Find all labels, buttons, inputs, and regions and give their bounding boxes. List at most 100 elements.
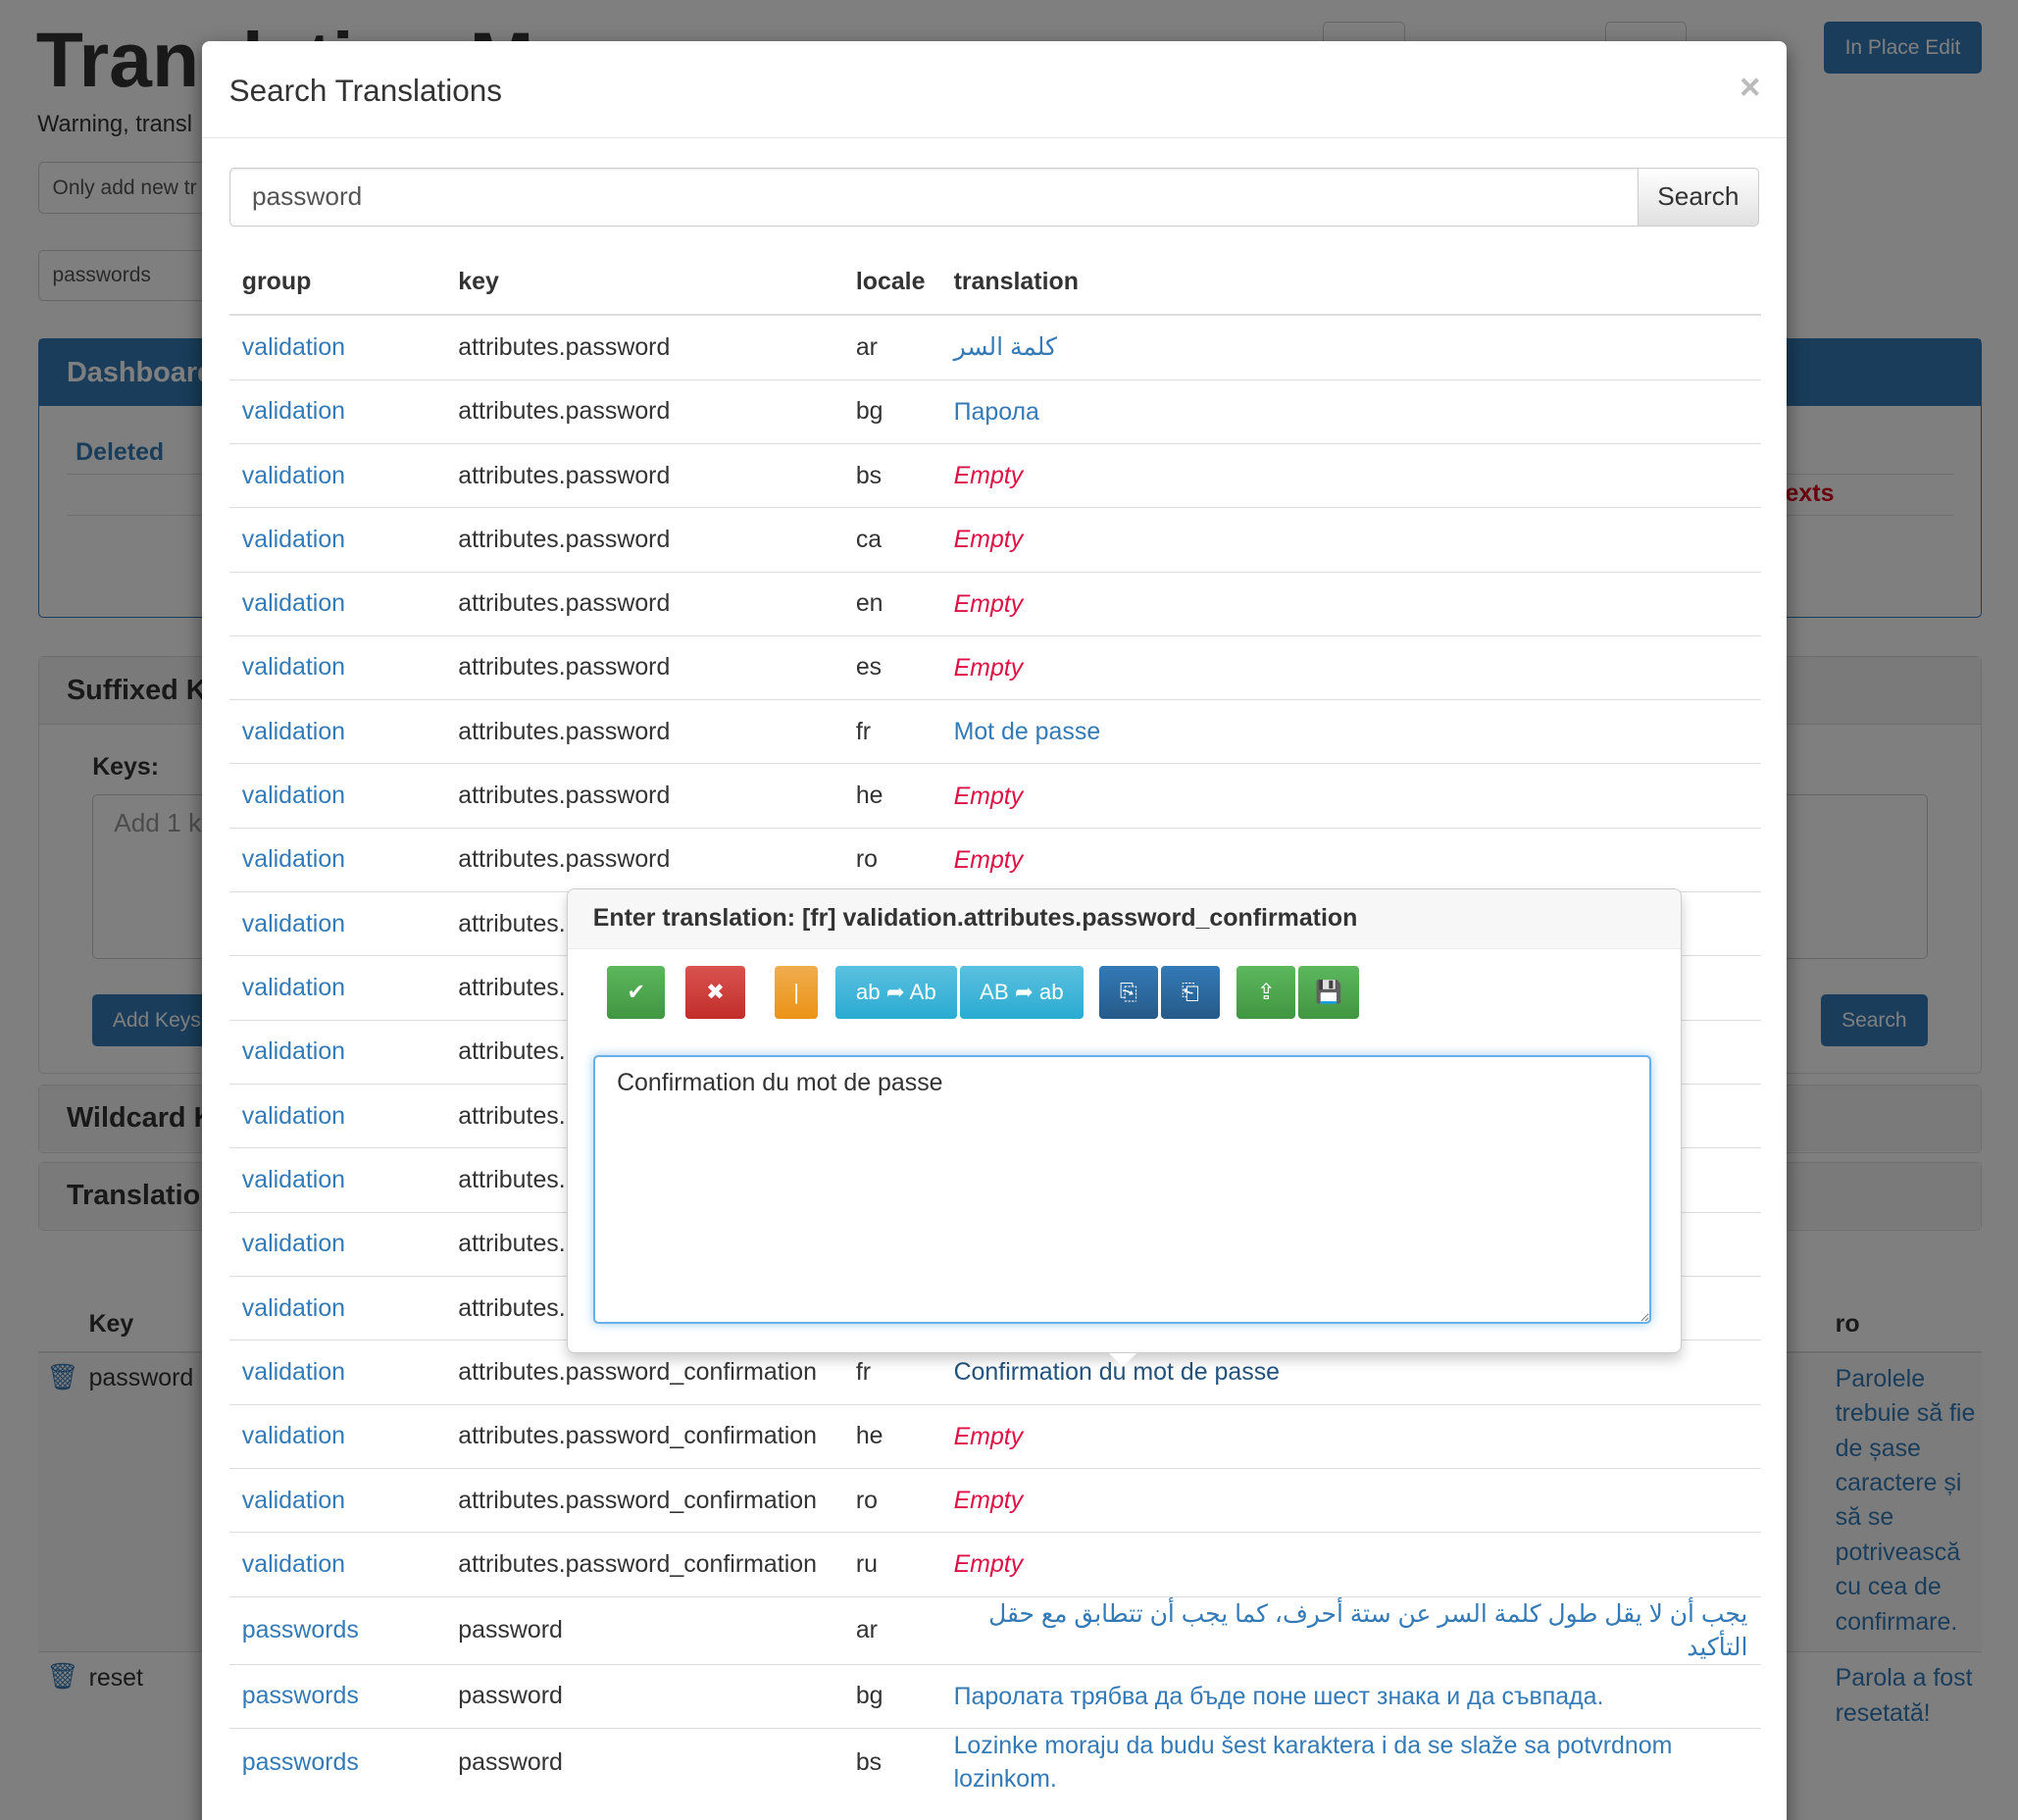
- locale-cell: ca: [842, 507, 941, 572]
- column-header-key: key: [445, 249, 843, 317]
- translation-link[interactable]: Парола: [953, 397, 1039, 426]
- close-icon: ✖: [706, 980, 725, 1005]
- table-row: passwords password bg Паролата трябва да бъ…: [228, 1663, 1761, 1729]
- table-row: validation attributes.password he Empty: [228, 763, 1761, 829]
- translation-link[interactable]: كلمة السر: [953, 333, 1057, 362]
- key-cell: password: [445, 1595, 843, 1665]
- upload-icon: ⇪: [1256, 980, 1276, 1005]
- search-button[interactable]: Search: [1637, 167, 1760, 227]
- translation-link[interactable]: Empty: [953, 461, 1024, 489]
- key-cell: attributes.password: [445, 699, 843, 764]
- search-input[interactable]: [228, 167, 1638, 227]
- save-button[interactable]: ✔: [607, 966, 666, 1020]
- translation-link[interactable]: Empty: [953, 526, 1024, 554]
- paste-in-button[interactable]: ⎘: [1098, 966, 1158, 1020]
- group-link[interactable]: passwords: [241, 1616, 359, 1644]
- group-link[interactable]: validation: [241, 1486, 346, 1514]
- key-cell: attributes.password: [445, 507, 843, 572]
- locale-cell: bs: [842, 442, 941, 508]
- table-row: validation attributes.password_confirmati…: [228, 1467, 1761, 1533]
- table-row: passwords password ar يجب أن لا يقل طول كلم…: [228, 1595, 1761, 1665]
- translation-link[interactable]: Empty: [953, 1550, 1024, 1579]
- table-row: validation attributes.password en Empty: [228, 571, 1761, 636]
- group-link[interactable]: validation: [241, 461, 346, 489]
- text-cursor-icon: |: [793, 980, 800, 1005]
- group-link[interactable]: validation: [241, 1037, 346, 1066]
- translation-link[interactable]: يجب أن لا يقل طول كلمة السر عن ستة أحرف،…: [988, 1599, 1748, 1661]
- table-row: validation attributes.password es Empty: [228, 634, 1761, 700]
- locale-cell: es: [842, 634, 941, 700]
- locale-cell: fr: [842, 699, 941, 764]
- group-link[interactable]: validation: [241, 1230, 346, 1258]
- key-cell: password: [445, 1728, 843, 1796]
- group-link[interactable]: validation: [241, 1422, 346, 1450]
- table-row: validation attributes.password fr Mot de pa…: [228, 699, 1761, 764]
- locale-cell: ar: [842, 314, 941, 380]
- upload-button[interactable]: ⇪: [1236, 966, 1296, 1020]
- group-link[interactable]: validation: [241, 589, 346, 618]
- table-row: validation attributes.password bs Empty: [228, 442, 1761, 508]
- popover-arrow: [1109, 1352, 1137, 1367]
- translation-link[interactable]: Паролата трябва да бъде поне шест знака …: [953, 1682, 1604, 1710]
- column-header-group: group: [228, 249, 446, 317]
- translation-textarea[interactable]: [592, 1054, 1651, 1325]
- table-row: validation attributes.password_confirmati…: [228, 1532, 1761, 1596]
- lowercase-icon: AB ➦ ab: [980, 980, 1064, 1005]
- group-link[interactable]: validation: [241, 782, 346, 810]
- translation-link[interactable]: Empty: [953, 845, 1024, 874]
- key-cell: attributes.password: [445, 314, 843, 380]
- clipboard-in-icon: ⎘: [1119, 980, 1137, 1005]
- locale-cell: ar: [842, 1595, 941, 1665]
- table-row: validation attributes.password ro Empty: [228, 827, 1761, 892]
- group-link[interactable]: validation: [241, 717, 346, 745]
- save-all-button[interactable]: 💾: [1298, 966, 1359, 1020]
- group-link[interactable]: passwords: [241, 1682, 359, 1710]
- key-cell: attributes.password: [445, 634, 843, 700]
- group-link[interactable]: validation: [241, 1549, 346, 1578]
- group-link[interactable]: validation: [241, 397, 346, 426]
- locale-cell: bg: [842, 1663, 941, 1729]
- check-icon: ✔: [627, 980, 646, 1005]
- group-link[interactable]: validation: [241, 1101, 346, 1130]
- group-link[interactable]: passwords: [241, 1747, 359, 1776]
- capitalize-button[interactable]: ab ➦ Ab: [834, 966, 958, 1020]
- key-cell: attributes.password_confirmation: [445, 1532, 843, 1596]
- group-link[interactable]: validation: [241, 525, 346, 553]
- group-link[interactable]: validation: [241, 909, 346, 937]
- cursor-button[interactable]: |: [774, 966, 819, 1020]
- locale-cell: bg: [842, 379, 941, 444]
- locale-cell: he: [842, 763, 941, 829]
- translation-link[interactable]: Empty: [953, 1422, 1024, 1450]
- key-cell: attributes.password_confirmation: [445, 1403, 843, 1469]
- group-link[interactable]: validation: [241, 1293, 346, 1322]
- locale-cell: bs: [842, 1728, 941, 1796]
- table-row: validation attributes.password_confirmati…: [228, 1403, 1761, 1469]
- lowercase-button[interactable]: AB ➦ ab: [959, 966, 1084, 1020]
- popover-title: Enter translation: [fr] validation.attri…: [567, 888, 1681, 949]
- key-cell: attributes.password: [445, 379, 843, 444]
- key-cell: attributes.password: [445, 442, 843, 508]
- group-link[interactable]: validation: [241, 1165, 346, 1193]
- translation-link[interactable]: Empty: [953, 589, 1024, 618]
- translation-link[interactable]: Empty: [953, 1486, 1024, 1514]
- translation-link[interactable]: Empty: [953, 653, 1024, 682]
- cancel-button[interactable]: ✖: [685, 966, 745, 1020]
- group-link[interactable]: validation: [241, 332, 346, 361]
- clipboard-out-icon: ⎗: [1181, 980, 1199, 1005]
- group-link[interactable]: validation: [241, 653, 346, 682]
- group-link[interactable]: validation: [241, 974, 346, 1002]
- translation-link[interactable]: Lozinke moraju da budu šest karaktera i …: [953, 1732, 1673, 1794]
- key-cell: attributes.password: [445, 571, 843, 636]
- locale-cell: en: [842, 571, 941, 636]
- table-row: passwords password bs Lozinke moraju da bud…: [228, 1728, 1761, 1796]
- translation-link[interactable]: Mot de passe: [953, 718, 1101, 746]
- locale-cell: he: [842, 1403, 941, 1469]
- group-link[interactable]: validation: [241, 1357, 346, 1386]
- close-icon[interactable]: ×: [1740, 67, 1761, 108]
- column-header-translation: translation: [940, 249, 1761, 317]
- copy-out-button[interactable]: ⎗: [1160, 966, 1220, 1020]
- group-link[interactable]: validation: [241, 845, 346, 874]
- translation-link[interactable]: Empty: [953, 782, 1024, 810]
- translation-editor-popover: Enter translation: [fr] validation.attri…: [566, 887, 1682, 1367]
